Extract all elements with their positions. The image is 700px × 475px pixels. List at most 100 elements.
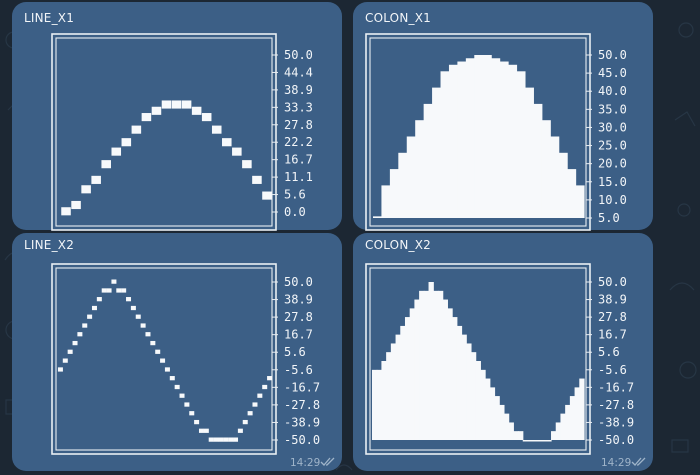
chart-title-line-x1: LINE_X1: [24, 11, 75, 25]
data-bar: [389, 169, 399, 218]
data-bar: [508, 422, 514, 440]
message-time-line-x2: 14:29: [290, 457, 321, 469]
data-point: [228, 437, 234, 442]
data-point: [203, 428, 209, 433]
y-tick-label: 0.0: [284, 205, 306, 219]
data-bar: [400, 325, 406, 440]
y-tick-label: 10.0: [598, 193, 627, 207]
y-tick-label: 5.6: [598, 345, 620, 359]
data-point: [77, 332, 83, 337]
data-point: [135, 314, 141, 319]
data-point: [179, 393, 185, 398]
data-point: [208, 437, 214, 442]
data-bar: [474, 55, 484, 218]
data-point: [164, 367, 170, 372]
data-bar: [440, 71, 450, 218]
data-bar: [524, 87, 534, 218]
data-bar: [480, 369, 486, 440]
data-bar: [503, 413, 510, 440]
data-bar: [381, 185, 391, 218]
data-point: [96, 297, 102, 302]
data-bar: [386, 352, 392, 440]
data-bar: [419, 290, 425, 440]
y-tick-label: 33.3: [284, 100, 313, 114]
y-tick-label: -5.6: [284, 363, 313, 377]
data-point: [116, 288, 122, 293]
data-bar: [414, 299, 420, 440]
y-tick-label: -50.0: [598, 433, 634, 447]
data-point: [91, 175, 101, 184]
chart-frame-inner: [369, 267, 587, 451]
data-bar: [437, 290, 444, 440]
data-point: [111, 147, 122, 156]
data-bar: [423, 103, 433, 218]
y-tick-label: 30.0: [598, 120, 627, 134]
chart-frame-inner: [55, 37, 273, 227]
data-bar: [461, 334, 467, 440]
y-tick-label: 38.9: [598, 293, 627, 307]
data-bar: [513, 431, 519, 440]
data-bar: [579, 378, 585, 440]
data-bar: [575, 185, 585, 218]
data-point: [222, 138, 232, 147]
data-bar: [398, 152, 408, 218]
data-bar: [433, 290, 439, 440]
chart-frame-outer: [51, 263, 277, 455]
data-bar: [574, 387, 580, 440]
data-point: [267, 376, 273, 381]
data-bar: [546, 440, 552, 442]
data-point: [233, 437, 239, 442]
y-tick-label: 40.0: [598, 84, 627, 98]
data-point: [111, 279, 117, 284]
data-point: [218, 437, 224, 442]
data-bar: [569, 396, 576, 440]
y-tick-label: 22.2: [284, 135, 313, 149]
data-point: [201, 113, 212, 122]
data-bar: [456, 325, 463, 440]
data-bar: [527, 440, 533, 442]
data-point: [106, 288, 112, 293]
data-bar: [373, 216, 383, 218]
chart-frame-inner: [55, 267, 273, 451]
chart-frame-outer: [51, 33, 277, 231]
chart-title-line-x2: LINE_X2: [24, 238, 75, 252]
y-tick-label: 38.9: [284, 293, 313, 307]
y-tick-label: 16.7: [284, 328, 313, 342]
y-tick-label: 27.8: [598, 310, 627, 324]
data-point: [174, 384, 180, 390]
y-tick-label: 27.8: [284, 310, 313, 324]
y-tick-label: 50.0: [284, 48, 313, 62]
data-point: [91, 305, 97, 311]
y-tick-label: -50.0: [284, 433, 320, 447]
y-tick-label: -38.9: [284, 415, 320, 429]
data-point: [237, 428, 243, 433]
data-point: [191, 106, 202, 115]
double-check-icon: [320, 457, 335, 466]
data-bar: [448, 64, 458, 218]
data-bar: [372, 369, 378, 440]
data-bar: [489, 387, 496, 440]
data-point: [232, 147, 242, 156]
data-point: [169, 376, 175, 381]
data-point: [213, 437, 219, 442]
y-tick-label: 44.4: [284, 65, 313, 79]
data-point: [126, 297, 132, 302]
y-tick-label: 50.0: [598, 48, 627, 62]
data-point: [161, 100, 172, 109]
data-bar: [499, 61, 509, 218]
y-tick-label: 16.7: [284, 153, 313, 167]
y-tick-label: -16.7: [598, 380, 634, 394]
data-point: [67, 349, 73, 354]
data-point: [252, 402, 258, 407]
data-point: [87, 314, 93, 319]
data-bar: [565, 404, 571, 440]
data-point: [131, 125, 142, 134]
data-bar: [415, 120, 425, 218]
chart-title-colon-x1: COLON_X1: [365, 11, 431, 25]
data-point: [61, 207, 71, 216]
data-bar: [567, 169, 577, 218]
data-point: [184, 402, 190, 407]
data-bar: [390, 343, 397, 440]
chart-frame-outer: [365, 263, 591, 455]
